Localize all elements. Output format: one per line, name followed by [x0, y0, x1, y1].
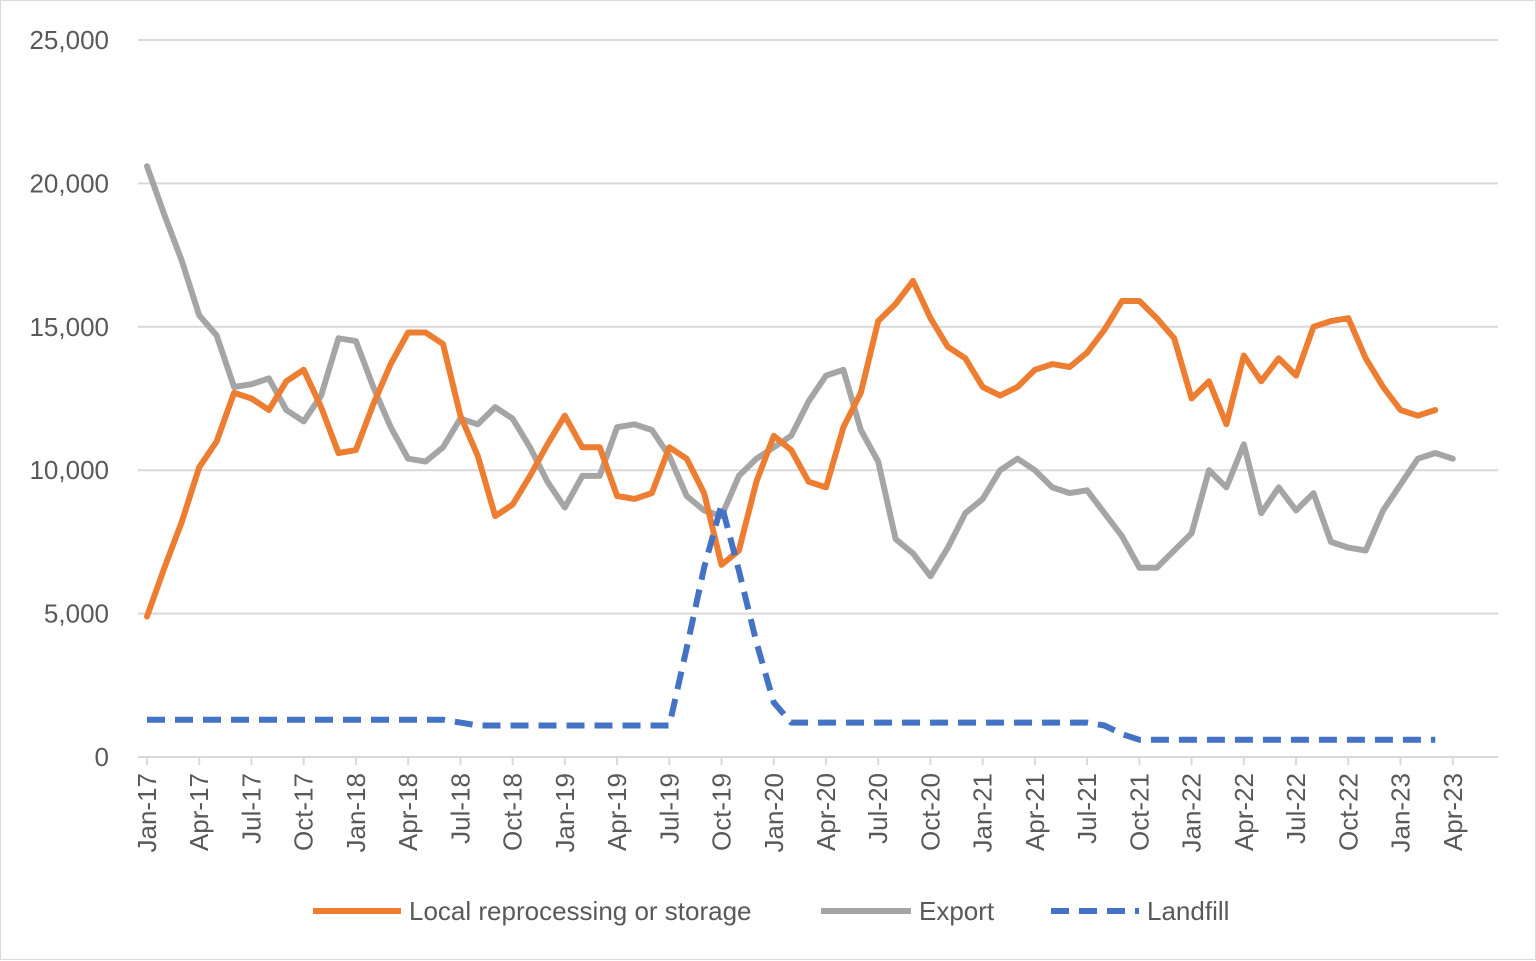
x-tick-label: Apr-19 [602, 773, 632, 851]
series-line-landfill [147, 501, 1436, 743]
legend-label: Local reprocessing or storage [409, 896, 752, 926]
x-tick-label: Oct-22 [1333, 773, 1363, 851]
x-tick-label: Jul-20 [863, 773, 893, 844]
x-tick-label: Jan-23 [1386, 773, 1416, 853]
x-tick-label: Jul-21 [1072, 773, 1102, 844]
x-tick-label: Jan-22 [1177, 773, 1207, 853]
x-tick-label: Oct-18 [498, 773, 528, 851]
x-tick-label: Jan-18 [341, 773, 371, 853]
x-tick-label: Jan-17 [132, 773, 162, 853]
x-tick-label: Jul-19 [654, 773, 684, 844]
x-tick-label: Apr-18 [393, 773, 423, 851]
series-line-export [144, 163, 1456, 580]
x-tick-label: Jul-17 [236, 773, 266, 844]
x-tick-label: Apr-17 [184, 773, 214, 851]
x-tick-label: Apr-21 [1020, 773, 1050, 851]
x-tick-label: Oct-17 [289, 773, 319, 851]
x-axis: Jan-17 Apr-17 Jul-17 Oct-17 Jan-18 Apr-18 Jul-… [132, 756, 1498, 853]
x-tick-label: Jan-19 [550, 773, 580, 853]
x-tick-label: Oct-19 [707, 773, 737, 851]
gridlines [138, 39, 1498, 615]
x-tick-label: Apr-23 [1438, 773, 1468, 851]
series-line-local-reprocessing-or-storage [144, 277, 1439, 620]
x-tick-label: Oct-20 [915, 773, 945, 851]
x-tick-label: Apr-20 [811, 773, 841, 851]
x-tick-label: Jan-20 [759, 773, 789, 853]
series-lines [144, 163, 1456, 743]
y-tick-label: 25,000 [29, 25, 109, 55]
legend-label: Landfill [1147, 896, 1229, 926]
x-tick-label: Apr-22 [1229, 773, 1259, 851]
legend: Local reprocessing or storage Export Landf… [313, 896, 1229, 926]
x-tick-label: Jan-21 [968, 773, 998, 853]
y-tick-label: 10,000 [29, 455, 109, 485]
y-tick-label: 15,000 [29, 312, 109, 342]
y-axis: 0 5,000 10,000 15,000 20,000 25,000 [29, 25, 109, 772]
legend-label: Export [919, 896, 995, 926]
y-tick-label: 20,000 [29, 168, 109, 198]
y-tick-label: 5,000 [44, 599, 109, 629]
x-tick-label: Jul-18 [445, 773, 475, 844]
y-tick-label: 0 [95, 742, 109, 772]
x-tick-label: Jul-22 [1281, 773, 1311, 844]
x-tick-label: Oct-21 [1124, 773, 1154, 851]
